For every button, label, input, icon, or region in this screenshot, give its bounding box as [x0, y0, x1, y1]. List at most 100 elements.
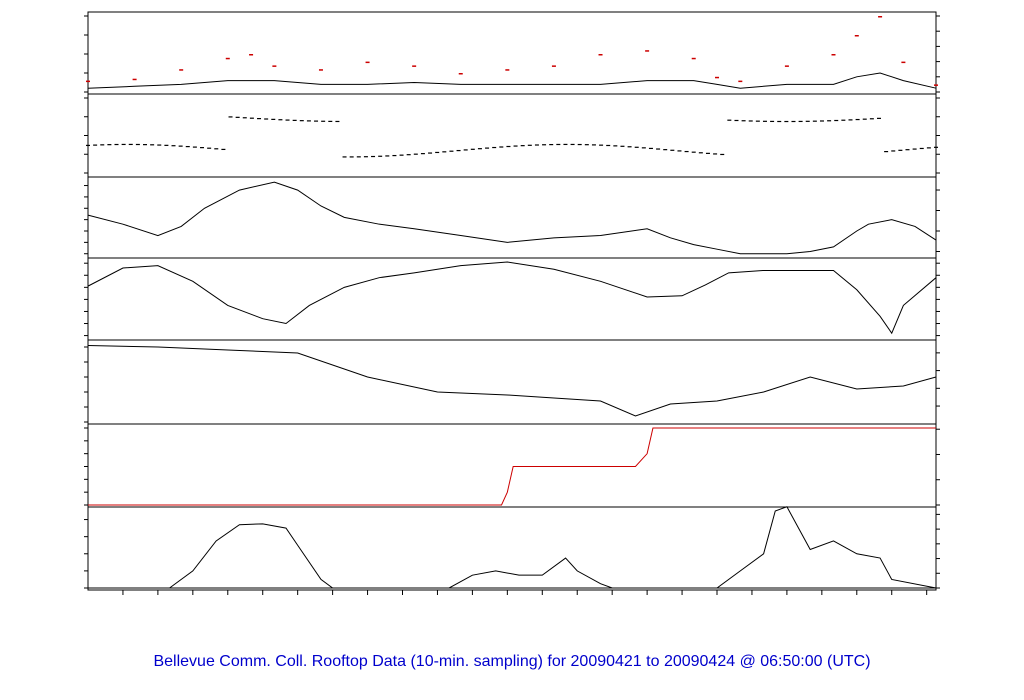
wind-gust-mark — [784, 65, 789, 67]
dir-mark — [164, 144, 169, 146]
dir-mark — [328, 120, 333, 122]
dir-mark — [214, 148, 219, 150]
dir-mark — [221, 148, 226, 151]
dir-mark — [235, 116, 240, 118]
dir-mark — [128, 143, 133, 146]
dir-mark — [698, 152, 703, 154]
wind-gust-mark — [645, 50, 650, 52]
wind-gust-mark — [738, 80, 743, 83]
rad-frame — [87, 506, 937, 591]
dir-mark — [648, 147, 653, 150]
dir-mark — [321, 120, 326, 122]
panel-temp — [84, 176, 940, 259]
panel-dir — [84, 93, 940, 178]
wind-gust-mark — [365, 61, 370, 64]
rh-line — [87, 261, 937, 335]
dir-mark — [670, 149, 675, 151]
dir-mark — [876, 117, 881, 119]
dir-mark — [599, 144, 604, 146]
dir-mark — [620, 145, 625, 147]
dir-mark — [919, 147, 924, 150]
dir-mark — [192, 146, 197, 148]
dir-mark — [100, 144, 105, 146]
dir-mark — [563, 143, 568, 146]
dir-mark — [242, 117, 247, 119]
dir-mark — [762, 120, 767, 122]
dir-mark — [720, 153, 725, 156]
wind-gust-mark — [505, 69, 510, 71]
dir-mark — [435, 151, 440, 154]
dir-mark — [278, 119, 283, 121]
dir-mark — [770, 120, 775, 123]
dir-mark — [86, 144, 90, 147]
dir-mark — [420, 153, 425, 155]
dir-mark — [335, 120, 340, 123]
dir-mark — [107, 144, 112, 146]
wind-speed-line — [87, 72, 937, 89]
dir-mark — [200, 147, 205, 149]
figure-title: Bellevue Comm. Coll. Rooftop Data (10-mi… — [153, 653, 870, 670]
dir-mark — [93, 144, 98, 146]
wind-gust-mark — [854, 35, 859, 37]
dir-mark — [713, 153, 718, 155]
dir-mark — [542, 144, 547, 146]
dir-mark — [485, 147, 490, 149]
dir-mark — [634, 146, 639, 148]
wind-gust-mark — [715, 76, 720, 79]
dir-mark — [207, 147, 212, 149]
dir-mark — [798, 120, 803, 123]
panel-wind — [84, 11, 940, 95]
dir-mark — [549, 143, 554, 146]
dir-mark — [656, 148, 661, 150]
dir-mark — [449, 150, 454, 152]
dir-mark — [684, 150, 689, 153]
dir-mark — [314, 120, 319, 122]
dir-mark — [934, 146, 938, 148]
dir-mark — [385, 155, 390, 157]
dir-mark — [292, 119, 297, 121]
dir-mark — [841, 119, 846, 121]
dir-mark — [178, 145, 183, 147]
dir-mark — [663, 149, 668, 151]
dir-mark — [912, 148, 917, 150]
dir-mark — [613, 145, 618, 147]
dir-mark — [819, 120, 824, 122]
panel-layer — [84, 11, 940, 591]
dir-mark — [905, 149, 910, 151]
dir-mark — [506, 145, 511, 148]
temp-frame — [87, 176, 937, 259]
dir-mark — [855, 118, 860, 121]
dir-mark — [570, 143, 575, 146]
dir-mark — [264, 118, 269, 120]
wind-gust-mark — [458, 73, 463, 75]
dir-mark — [349, 156, 354, 158]
temp-line — [87, 181, 937, 255]
dir-mark — [470, 148, 475, 150]
pcp-accum-line — [88, 427, 936, 506]
dir-mark — [257, 118, 262, 120]
wind-gust-mark — [934, 84, 938, 86]
wind-gust-mark — [86, 80, 90, 83]
dir-mark — [591, 144, 596, 146]
dir-mark — [862, 118, 867, 120]
panel-pcp — [84, 423, 940, 508]
dir-mark — [428, 152, 433, 154]
dir-mark — [299, 120, 304, 122]
dir-mark — [342, 156, 347, 158]
dir-mark — [848, 119, 853, 121]
dir-mark — [356, 156, 361, 158]
wind-gust-mark — [901, 61, 906, 64]
x-axis — [122, 590, 928, 595]
dir-mark — [884, 150, 889, 153]
dir-mark — [691, 151, 696, 153]
dir-mark — [413, 153, 418, 155]
dir-mark — [406, 154, 411, 156]
dir-mark — [705, 152, 710, 154]
dir-mark — [499, 146, 504, 148]
dir-mark — [641, 147, 646, 149]
panel-rh — [84, 257, 940, 341]
dir-mark — [399, 154, 404, 156]
dir-mark — [378, 155, 383, 157]
dir-mark — [534, 144, 539, 146]
